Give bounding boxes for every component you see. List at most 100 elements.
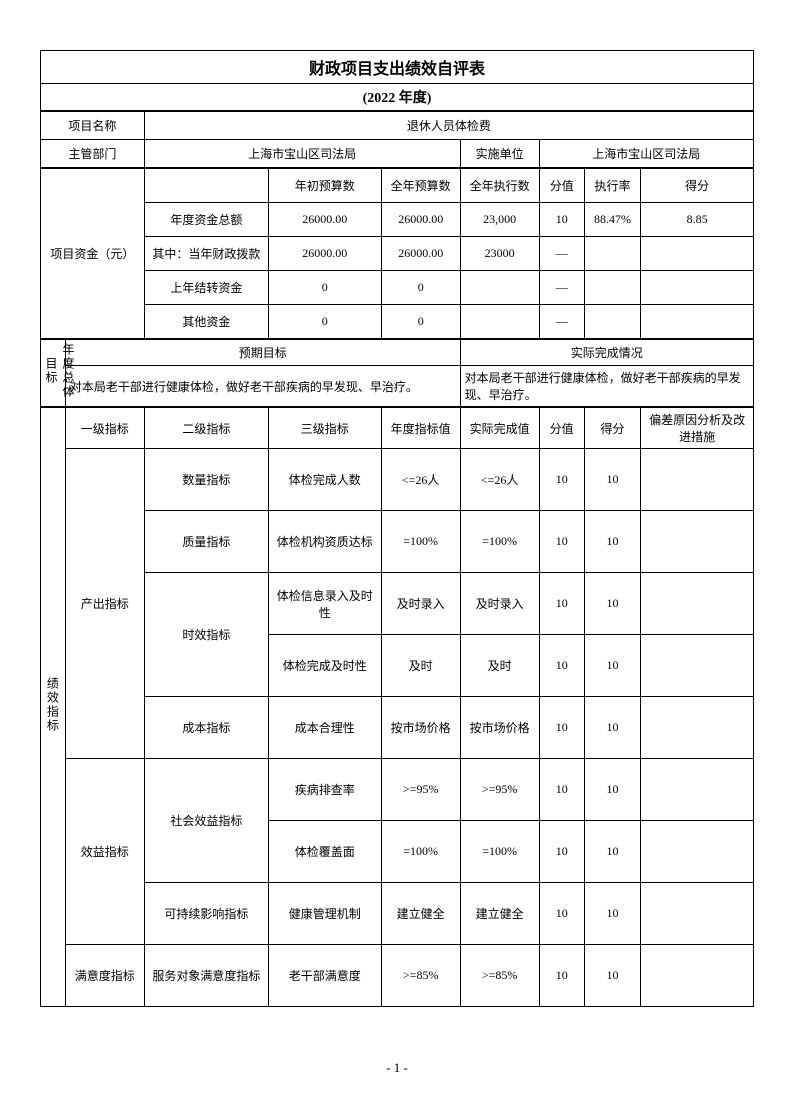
- cell: 一级指标: [65, 408, 144, 449]
- cell: [641, 635, 754, 697]
- cell: 26000.00: [268, 237, 381, 271]
- cell: 10: [584, 511, 640, 573]
- cell: =100%: [381, 511, 460, 573]
- cell: 10: [539, 697, 584, 759]
- cell: 88.47%: [584, 203, 640, 237]
- cell: [144, 169, 268, 203]
- cell: 疾病排查率: [268, 759, 381, 821]
- cell: 10: [584, 883, 640, 945]
- cell: [641, 821, 754, 883]
- cell: 体检机构资质达标: [268, 511, 381, 573]
- cell: [641, 759, 754, 821]
- cell: 上年结转资金: [144, 271, 268, 305]
- cell: 全年执行数: [460, 169, 539, 203]
- funds-table: 项目资金（元） 年初预算数 全年预算数 全年执行数 分值 执行率 得分 年度资金…: [40, 168, 754, 339]
- cell: —: [539, 271, 584, 305]
- cell: 0: [381, 271, 460, 305]
- label-project: 项目名称: [41, 112, 145, 140]
- cell: <=26人: [381, 449, 460, 511]
- cell: 10: [539, 635, 584, 697]
- value-project: 退休人员体检费: [144, 112, 753, 140]
- cell: >=95%: [381, 759, 460, 821]
- cell: 0: [268, 271, 381, 305]
- cell: 三级指标: [268, 408, 381, 449]
- cell: 及时录入: [381, 573, 460, 635]
- cell: 年度指标值: [381, 408, 460, 449]
- cell: 二级指标: [144, 408, 268, 449]
- l2-social: 社会效益指标: [144, 759, 268, 883]
- cell: 得分: [584, 408, 640, 449]
- cell: 23,000: [460, 203, 539, 237]
- value-supervisor: 上海市宝山区司法局: [144, 140, 460, 168]
- cell: 23000: [460, 237, 539, 271]
- cell: =100%: [381, 821, 460, 883]
- label-perf: 绩效指标: [41, 408, 66, 1007]
- label-supervisor: 主管部门: [41, 140, 145, 168]
- cell: 10: [539, 511, 584, 573]
- label-funds: 项目资金（元）: [41, 169, 145, 339]
- cell: =100%: [460, 511, 539, 573]
- cell: [641, 271, 754, 305]
- cell: 按市场价格: [460, 697, 539, 759]
- cell: 10: [539, 449, 584, 511]
- cell: 10: [539, 203, 584, 237]
- cell: 建立健全: [460, 883, 539, 945]
- cell: =100%: [460, 821, 539, 883]
- cell: 体检覆盖面: [268, 821, 381, 883]
- l1-output: 产出指标: [65, 449, 144, 759]
- cell: [641, 945, 754, 1007]
- l2-sustain: 可持续影响指标: [144, 883, 268, 945]
- cell: 分值: [539, 408, 584, 449]
- cell: 分值: [539, 169, 584, 203]
- cell: 10: [584, 573, 640, 635]
- cell: 10: [539, 573, 584, 635]
- cell: 10: [584, 635, 640, 697]
- cell: [641, 697, 754, 759]
- cell: 实际完成值: [460, 408, 539, 449]
- cell: [641, 449, 754, 511]
- cell: 体检完成人数: [268, 449, 381, 511]
- cell: 执行率: [584, 169, 640, 203]
- cell: 10: [584, 759, 640, 821]
- l2-cost: 成本指标: [144, 697, 268, 759]
- page-number: - 1 -: [0, 1060, 794, 1076]
- cell: >=85%: [381, 945, 460, 1007]
- cell: 健康管理机制: [268, 883, 381, 945]
- l2-qty: 数量指标: [144, 449, 268, 511]
- label-actual: 实际完成情况: [460, 340, 753, 366]
- cell: —: [539, 305, 584, 339]
- cell: 0: [381, 305, 460, 339]
- l2-satobj: 服务对象满意度指标: [144, 945, 268, 1007]
- l1-satisfy: 满意度指标: [65, 945, 144, 1007]
- cell: [584, 237, 640, 271]
- cell: 26000.00: [381, 203, 460, 237]
- cell: >=85%: [460, 945, 539, 1007]
- cell: 0: [268, 305, 381, 339]
- cell: <=26人: [460, 449, 539, 511]
- cell: 10: [584, 697, 640, 759]
- cell: 10: [584, 449, 640, 511]
- cell: 得分: [641, 169, 754, 203]
- cell: [584, 305, 640, 339]
- cell: 8.85: [641, 203, 754, 237]
- cell: 按市场价格: [381, 697, 460, 759]
- cell: 10: [539, 759, 584, 821]
- label-impl: 实施单位: [460, 140, 539, 168]
- cell: 建立健全: [381, 883, 460, 945]
- cell: [641, 305, 754, 339]
- text-actual: 对本局老干部进行健康体检，做好老干部疾病的早发现、早治疗。: [460, 366, 753, 407]
- cell: 体检信息录入及时性: [268, 573, 381, 635]
- cell: 及时: [460, 635, 539, 697]
- cell: [584, 271, 640, 305]
- cell: 老干部满意度: [268, 945, 381, 1007]
- cell: 10: [584, 821, 640, 883]
- cell: 成本合理性: [268, 697, 381, 759]
- doc-subtitle: (2022 年度): [40, 84, 754, 111]
- cell: 其中：当年财政拨款: [144, 237, 268, 271]
- cell: 年度资金总额: [144, 203, 268, 237]
- cell: 10: [584, 945, 640, 1007]
- value-impl: 上海市宝山区司法局: [539, 140, 753, 168]
- cell: [641, 573, 754, 635]
- indicator-header: 绩效指标 一级指标 二级指标 三级指标 年度指标值 实际完成值 分值 得分 偏差…: [40, 407, 754, 1007]
- text-expected: 对本局老干部进行健康体检，做好老干部疾病的早发现、早治疗。: [65, 366, 460, 407]
